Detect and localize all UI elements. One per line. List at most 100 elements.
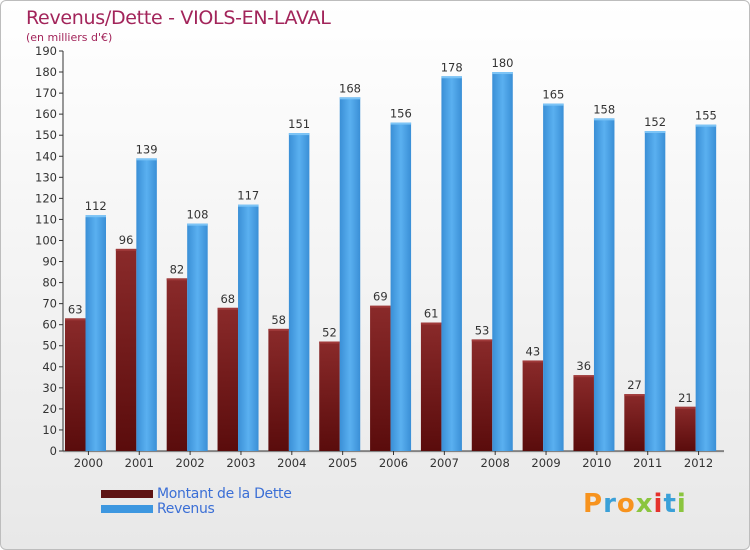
y-tick-label: 110 [35, 212, 57, 226]
y-tick-label: 140 [35, 149, 57, 163]
y-tick-label: 80 [42, 276, 57, 290]
value-labels: 63 112 96 139 82 108 68 117 58 151 52 168 69 156 61 178… [68, 56, 717, 405]
y-tick-label: 100 [35, 233, 57, 247]
y-tick-label: 160 [35, 107, 57, 121]
bar-revenus [85, 215, 106, 451]
legend-label-debt: Montant de la Dette [157, 486, 292, 502]
bar-debt [217, 307, 239, 451]
bar-revenus [238, 204, 259, 451]
y-tick-label: 10 [42, 423, 57, 437]
bar-revenus-top [390, 122, 412, 125]
bar-debt-top [675, 406, 696, 409]
x-tick-label: 2001 [125, 456, 154, 470]
value-label-debt: 53 [475, 323, 490, 337]
bar-debt-top [370, 305, 391, 308]
bar-revenus [593, 118, 615, 452]
bar-debt [370, 305, 391, 451]
y-tick-label: 20 [42, 402, 57, 416]
chart-title: Revenus/Dette - VIOLS-EN-LAVAL [26, 7, 331, 29]
bar-revenus-top [187, 223, 208, 226]
legend-swatch-debt [101, 490, 153, 498]
value-label-revenus: 168 [339, 81, 361, 95]
x-tick-label: 2002 [175, 456, 204, 470]
x-tick-label: 2010 [582, 456, 611, 470]
value-label-revenus: 155 [695, 109, 717, 123]
x-tick-label: 2004 [277, 456, 306, 470]
bar-debt [624, 394, 645, 451]
bar-revenus-top [695, 124, 717, 127]
bar-debt-top [573, 375, 594, 378]
bar-revenus [390, 122, 412, 451]
y-axis: 0 10 20 30 40 50 60 70 80 90 100 110 120 130 140 150 160… [35, 44, 64, 458]
x-tick-label: 2003 [226, 456, 255, 470]
value-label-revenus: 156 [390, 107, 412, 121]
bar-debt [65, 318, 86, 451]
logo-letter: r [603, 489, 617, 519]
value-label-revenus: 152 [644, 115, 666, 129]
legend-swatch-revenus [101, 505, 153, 513]
bar-revenus-top [543, 103, 564, 106]
bar-revenus-top [441, 76, 462, 79]
bar-debt-top [624, 394, 645, 397]
logo-letter: t [663, 489, 677, 519]
y-tick-label: 0 [50, 444, 57, 458]
bar-debt-top [115, 248, 137, 251]
bar-debt-top [522, 360, 544, 363]
legend-label-revenus: Revenus [157, 501, 215, 517]
y-tick-label: 40 [42, 360, 57, 374]
value-label-debt: 68 [220, 292, 235, 306]
y-tick-label: 130 [35, 170, 57, 184]
bar-revenus [136, 158, 157, 452]
y-tick-label: 90 [42, 255, 57, 269]
value-label-debt: 36 [576, 359, 591, 373]
y-tick-label: 190 [35, 44, 57, 58]
bar-revenus [492, 72, 513, 451]
bar-revenus-top [492, 72, 513, 75]
proxiti-logo: Proxiti [583, 489, 687, 519]
value-label-debt: 52 [322, 326, 337, 340]
value-label-revenus: 180 [492, 56, 514, 70]
value-label-debt: 43 [526, 344, 541, 358]
value-label-revenus: 178 [441, 60, 463, 74]
bar-debt [420, 322, 442, 451]
value-label-debt: 69 [373, 290, 388, 304]
bar-revenus-top [136, 158, 157, 161]
x-tick-label: 2011 [633, 456, 662, 470]
value-label-revenus: 165 [542, 88, 564, 102]
bar-debt-top [65, 318, 86, 321]
bar-debt-top [319, 341, 340, 344]
bar-revenus [187, 223, 208, 451]
bar-revenus-top [593, 118, 615, 121]
value-label-debt: 27 [627, 378, 642, 392]
bar-revenus [644, 131, 666, 451]
bar-debt [573, 375, 594, 451]
x-tick-label: 2008 [481, 456, 510, 470]
logo-letter: i [653, 489, 664, 519]
y-tick-label: 50 [42, 339, 57, 353]
value-label-revenus: 112 [85, 199, 107, 213]
bars [65, 72, 717, 452]
x-tick-label: 2005 [328, 456, 357, 470]
bar-debt-top [217, 307, 239, 310]
logo-letter: o [616, 489, 636, 519]
x-tick-label: 2006 [379, 456, 408, 470]
bar-debt-top [268, 328, 289, 331]
bar-debt [268, 328, 289, 451]
value-label-revenus: 117 [237, 189, 259, 203]
logo-letter: P [583, 489, 604, 519]
value-label-debt: 63 [68, 302, 83, 316]
logo-letter: x [635, 489, 654, 519]
y-tick-label: 60 [42, 318, 57, 332]
bar-debt [471, 339, 493, 451]
value-label-debt: 96 [119, 233, 134, 247]
bar-revenus-top [238, 204, 259, 207]
bar-debt [675, 406, 696, 451]
bar-debt [522, 360, 544, 451]
value-label-debt: 61 [424, 307, 439, 321]
bar-debt [115, 248, 137, 451]
y-tick-label: 120 [35, 191, 57, 205]
bar-debt [319, 341, 340, 451]
logo-letter: i [676, 489, 687, 519]
y-tick-label: 170 [35, 86, 57, 100]
